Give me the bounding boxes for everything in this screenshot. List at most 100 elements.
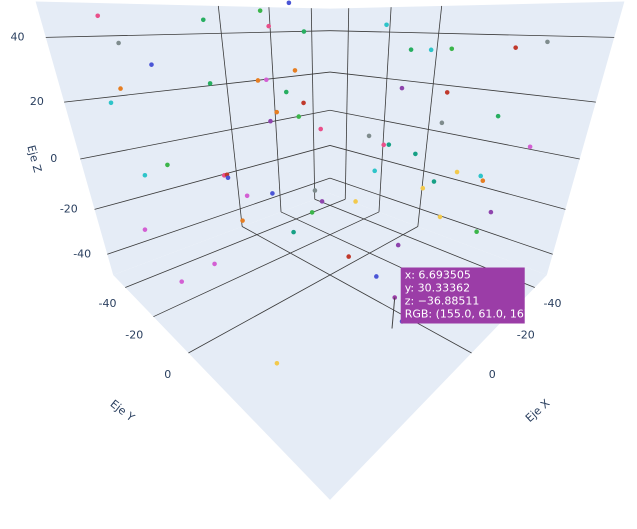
data-point bbox=[478, 173, 484, 179]
x-axis-title: Eje X bbox=[523, 396, 553, 425]
data-point bbox=[399, 85, 405, 91]
back-wall-y bbox=[35, 1, 330, 275]
grid-line bbox=[64, 71, 331, 103]
y-tick-label: -20 bbox=[125, 329, 143, 342]
data-point bbox=[116, 40, 121, 46]
data-point bbox=[283, 89, 289, 95]
y-axis-title: Eje Y bbox=[108, 397, 137, 424]
data-point bbox=[395, 242, 401, 248]
data-point bbox=[286, 0, 292, 6]
data-point bbox=[474, 229, 479, 234]
data-point bbox=[309, 210, 315, 215]
data-point bbox=[439, 120, 445, 126]
data-point bbox=[437, 214, 443, 220]
data-point bbox=[495, 113, 501, 119]
data-point bbox=[200, 17, 206, 23]
x-tick-label: -20 bbox=[517, 329, 535, 342]
grid-line bbox=[80, 109, 331, 160]
grid-line bbox=[125, 198, 346, 288]
z-axis-title: Eje Z bbox=[24, 144, 44, 175]
data-point bbox=[268, 118, 273, 124]
data-point bbox=[142, 172, 148, 178]
data-point bbox=[274, 109, 280, 115]
data-point bbox=[413, 151, 418, 157]
grid-line bbox=[241, 226, 472, 354]
data-point bbox=[296, 114, 302, 119]
data-point bbox=[207, 81, 213, 86]
data-point bbox=[431, 179, 437, 184]
data-point bbox=[480, 178, 486, 184]
hover-text: RGB: (155.0, 61.0, 167.0) bbox=[405, 308, 546, 321]
y-tick-label: 0 bbox=[164, 368, 171, 381]
data-point bbox=[319, 199, 325, 204]
data-point bbox=[291, 229, 296, 235]
data-point bbox=[301, 100, 306, 106]
data-point bbox=[353, 199, 358, 204]
data-point bbox=[264, 77, 269, 83]
data-point bbox=[428, 47, 434, 53]
hover-text: y: 30.33362 bbox=[405, 282, 470, 295]
data-point bbox=[372, 168, 378, 174]
data-point bbox=[384, 22, 389, 28]
z-tick-label: -40 bbox=[73, 247, 91, 260]
data-point bbox=[142, 227, 148, 232]
grid-line bbox=[329, 30, 615, 38]
grid-line bbox=[217, 5, 243, 227]
hover-box bbox=[400, 267, 525, 324]
grid-line bbox=[94, 145, 331, 210]
data-point bbox=[118, 86, 123, 91]
hover-text: z: −36.88511 bbox=[405, 295, 480, 308]
data-point bbox=[266, 23, 271, 29]
data-point bbox=[244, 193, 250, 199]
data-point bbox=[312, 188, 318, 193]
data-point bbox=[449, 46, 455, 52]
data-point bbox=[108, 100, 114, 106]
data-point bbox=[381, 142, 387, 148]
x-tick-label: 0 bbox=[489, 368, 496, 381]
grid-line bbox=[344, 8, 350, 200]
data-point bbox=[257, 8, 263, 13]
z-tick-label: -20 bbox=[60, 202, 78, 215]
data-point bbox=[444, 90, 450, 95]
data-point bbox=[346, 254, 351, 259]
data-point bbox=[386, 142, 392, 147]
data-point bbox=[179, 279, 185, 284]
data-point bbox=[301, 29, 307, 34]
data-point bbox=[513, 45, 518, 50]
data-point bbox=[454, 169, 460, 175]
grid-line bbox=[268, 7, 282, 212]
z-tick-label: 20 bbox=[30, 95, 44, 108]
grid-line bbox=[153, 211, 380, 318]
data-point bbox=[527, 144, 533, 150]
data-point bbox=[545, 39, 550, 45]
grid-line bbox=[329, 145, 566, 210]
z-tick-label: 40 bbox=[11, 30, 25, 43]
data-point bbox=[255, 78, 261, 83]
x-tick-label: -40 bbox=[543, 297, 561, 310]
grid-line bbox=[107, 177, 331, 255]
data-point bbox=[274, 361, 280, 366]
data-point bbox=[374, 274, 379, 279]
grid-line bbox=[378, 7, 392, 212]
z-tick-label: 0 bbox=[50, 152, 57, 165]
data-point bbox=[95, 13, 101, 19]
data-point bbox=[212, 261, 217, 267]
grid-line bbox=[188, 226, 419, 354]
data-point bbox=[165, 162, 170, 168]
back-wall-x bbox=[330, 1, 625, 275]
data-point bbox=[318, 126, 324, 132]
hover-text: x: 6.693505 bbox=[405, 269, 471, 282]
grid-line bbox=[329, 71, 596, 103]
data-point bbox=[366, 133, 372, 139]
data-point bbox=[408, 47, 414, 52]
data-point bbox=[292, 68, 298, 73]
grid-line bbox=[45, 30, 331, 38]
data-point bbox=[240, 218, 245, 223]
y-tick-label: -40 bbox=[99, 297, 117, 310]
grid-line bbox=[310, 8, 316, 200]
spike-line bbox=[391, 297, 396, 329]
data-point bbox=[420, 185, 426, 191]
